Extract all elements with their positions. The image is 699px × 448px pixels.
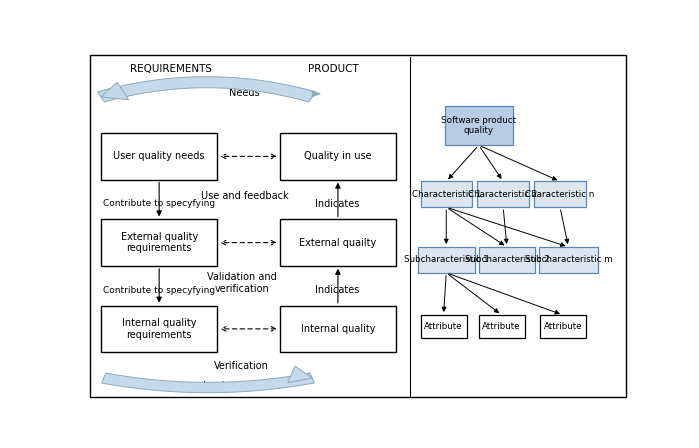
Text: Characteristic 1: Characteristic 1 [412,190,481,199]
FancyBboxPatch shape [280,306,396,352]
Text: Subcharacteristic 1: Subcharacteristic 1 [404,255,489,264]
Text: Contribute to specyfying: Contribute to specyfying [103,285,215,294]
Text: Characteristic 2: Characteristic 2 [468,190,538,199]
Text: Software product
quality: Software product quality [441,116,517,135]
FancyBboxPatch shape [280,133,396,180]
Text: Indicates: Indicates [315,199,360,209]
Text: Validation and
verification: Validation and verification [207,272,277,294]
Text: Use and feedback: Use and feedback [201,191,288,201]
FancyBboxPatch shape [477,181,529,207]
FancyBboxPatch shape [101,133,217,180]
Text: Subcharacteristic 2: Subcharacteristic 2 [465,255,549,264]
FancyBboxPatch shape [418,247,475,273]
Text: Attribute: Attribute [482,322,521,331]
Text: Verification: Verification [215,361,269,371]
Text: Internal quality
requirements: Internal quality requirements [122,318,196,340]
Polygon shape [101,373,315,393]
FancyBboxPatch shape [445,106,512,145]
Polygon shape [312,90,320,97]
Text: REQUIREMENTS: REQUIREMENTS [130,64,212,74]
Text: Indicates: Indicates [315,285,360,295]
Text: PRODUCT: PRODUCT [308,64,359,74]
FancyBboxPatch shape [479,315,524,338]
FancyBboxPatch shape [280,220,396,266]
Text: External quailty: External quailty [299,237,377,248]
Text: Characteristic n: Characteristic n [526,190,595,199]
Polygon shape [288,366,312,383]
Text: User quality needs: User quality needs [113,151,205,161]
FancyBboxPatch shape [539,247,598,273]
FancyBboxPatch shape [421,315,467,338]
Text: Attribute: Attribute [544,322,582,331]
FancyBboxPatch shape [101,220,217,266]
Text: Attribute: Attribute [424,322,463,331]
FancyBboxPatch shape [90,56,626,397]
Text: Implementation: Implementation [203,381,280,391]
Text: Quality in use: Quality in use [304,151,372,161]
Text: Needs: Needs [229,88,260,99]
FancyBboxPatch shape [479,247,535,273]
Text: Internal quality: Internal quality [301,324,375,334]
Text: External quality
requirements: External quality requirements [120,232,198,254]
Polygon shape [97,77,316,102]
Text: Contribute to specyfying: Contribute to specyfying [103,199,215,208]
Text: Subcharacteristic m: Subcharacteristic m [525,255,612,264]
FancyBboxPatch shape [534,181,586,207]
FancyBboxPatch shape [101,306,217,352]
FancyBboxPatch shape [540,315,586,338]
Polygon shape [101,82,129,100]
FancyBboxPatch shape [421,181,472,207]
